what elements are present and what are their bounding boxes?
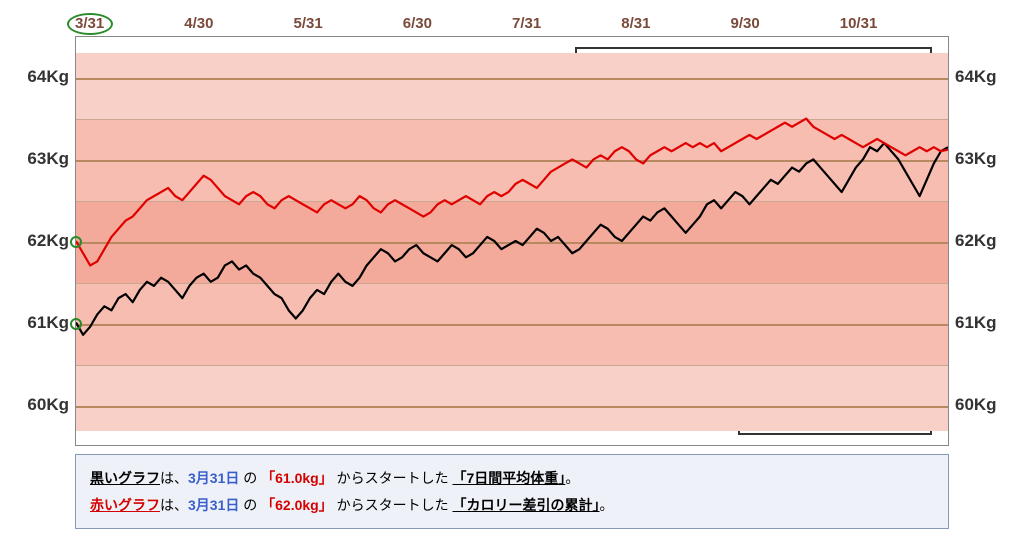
legend-red-label: 赤いグラフ xyxy=(90,497,160,513)
y-tick: 62Kg xyxy=(955,231,997,251)
y-tick: 62Kg xyxy=(27,231,69,251)
legend-desc1: 「7日間平均体重」 xyxy=(453,470,566,486)
x-tick: 7/31 xyxy=(512,15,621,32)
start-date-circle-icon xyxy=(67,13,113,35)
x-tick: 4/30 xyxy=(184,15,293,32)
y-axis-right: 64Kg 63Kg 62Kg 61Kg 60Kg xyxy=(949,36,1014,446)
x-tick: 6/30 xyxy=(403,15,512,32)
y-axis-left: 64Kg 63Kg 62Kg 61Kg 60Kg xyxy=(10,36,75,446)
y-tick: 60Kg xyxy=(955,395,997,415)
legend-date1: 3月31日 xyxy=(188,470,239,486)
x-tick: 3/31 xyxy=(75,15,184,32)
y-tick: 63Kg xyxy=(955,149,997,169)
start-marker-icon xyxy=(70,318,82,330)
start-marker-icon xyxy=(70,236,82,248)
legend-black-label: 黒いグラフ xyxy=(90,470,160,486)
y-tick: 64Kg xyxy=(955,67,997,87)
x-axis: 3/314/305/316/307/318/319/3010/31 xyxy=(10,10,1014,36)
legend-line-black: 黒いグラフは、3月31日 の 「61.0kg」 からスタートした 「7日間平均体… xyxy=(90,465,934,492)
y-tick: 61Kg xyxy=(27,313,69,333)
legend-box: 黒いグラフは、3月31日 の 「61.0kg」 からスタートした 「7日間平均体… xyxy=(75,454,949,529)
y-tick: 64Kg xyxy=(27,67,69,87)
x-tick: 8/31 xyxy=(621,15,730,32)
legend-date2: 3月31日 xyxy=(188,497,239,513)
y-tick: 60Kg xyxy=(27,395,69,415)
y-tick: 63Kg xyxy=(27,149,69,169)
x-tick: 9/30 xyxy=(731,15,840,32)
y-tick: 61Kg xyxy=(955,313,997,333)
legend-val2: 「62.0kg」 xyxy=(261,497,333,513)
legend-desc2: 「カロリー差引の累計」 xyxy=(453,497,600,513)
series-line xyxy=(76,143,948,335)
chart-lines xyxy=(76,37,948,445)
legend-val1: 「61.0kg」 xyxy=(261,470,333,486)
x-tick: 10/31 xyxy=(840,15,949,32)
plot-area: 累計 8,195 kcal ÷ 7,200 kcal ＝ 1.14 kg 3月3… xyxy=(75,36,949,446)
legend-line-red: 赤いグラフは、3月31日 の 「62.0kg」 からスタートした 「カロリー差引… xyxy=(90,492,934,519)
x-tick: 5/31 xyxy=(294,15,403,32)
weight-chart: 3/314/305/316/307/318/319/3010/31 64Kg 63… xyxy=(10,10,1014,529)
